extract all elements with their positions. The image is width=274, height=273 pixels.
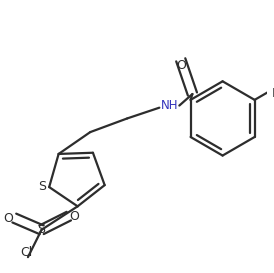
Text: NH: NH bbox=[161, 99, 178, 112]
Text: I: I bbox=[272, 87, 274, 100]
Text: O: O bbox=[4, 212, 13, 225]
Text: O: O bbox=[70, 210, 80, 222]
Text: S: S bbox=[39, 180, 47, 193]
Text: O: O bbox=[176, 59, 186, 72]
Text: Cl: Cl bbox=[21, 246, 33, 259]
Text: S: S bbox=[38, 223, 45, 236]
